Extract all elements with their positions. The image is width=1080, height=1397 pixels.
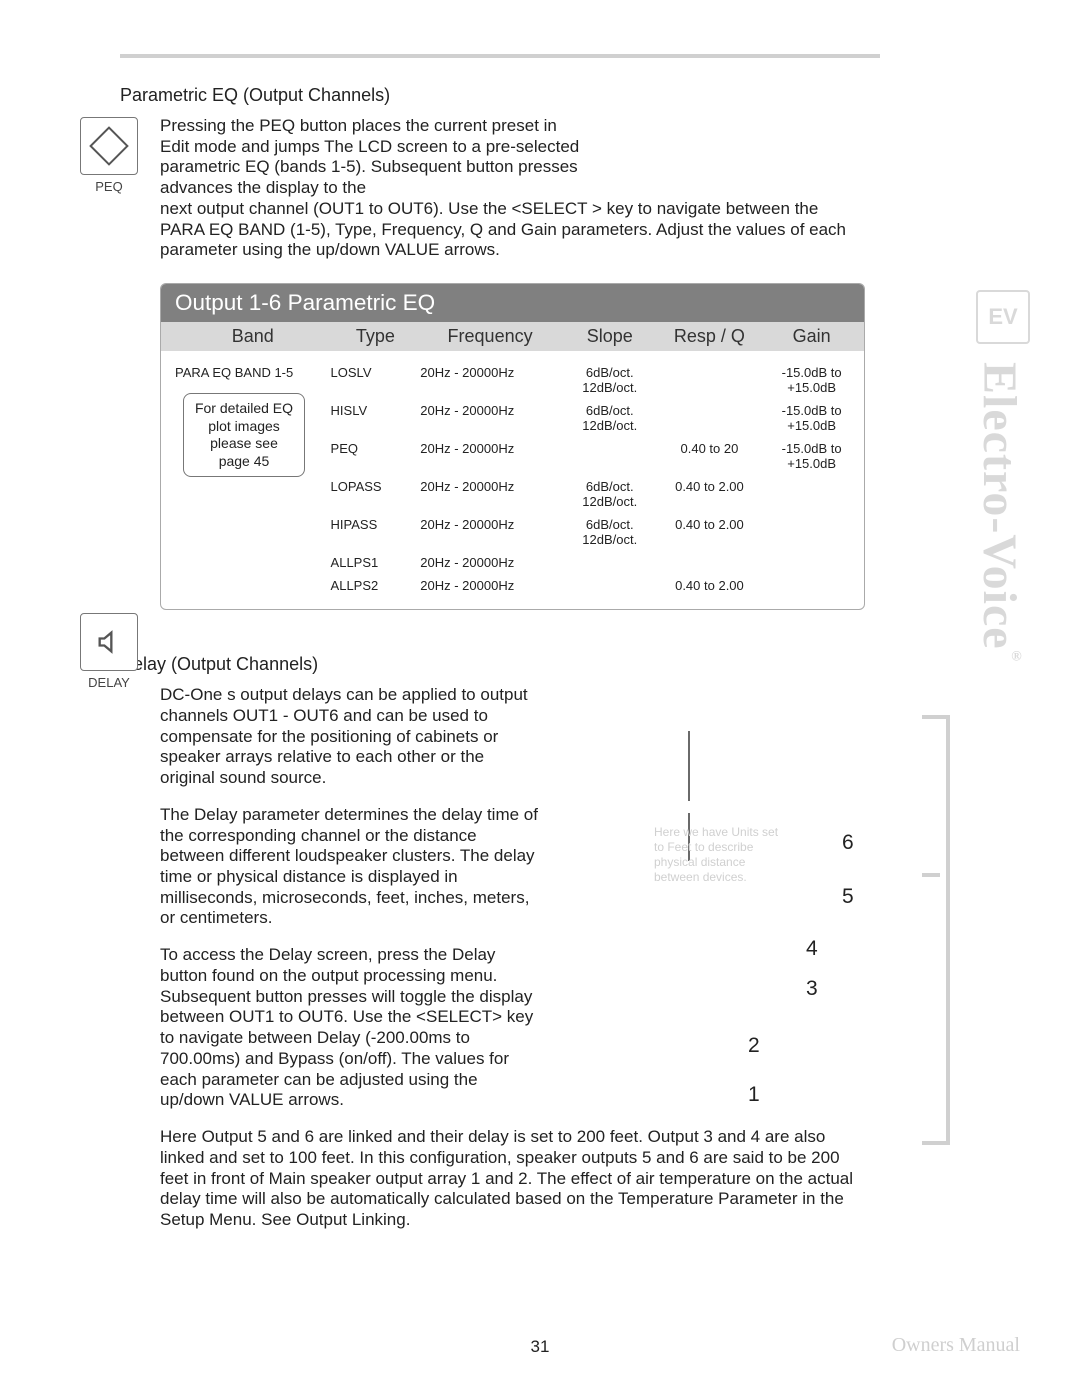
footer-owners-manual: Owners Manual [892, 1334, 1020, 1357]
brand-name: Electro-Voice® [972, 362, 1027, 666]
table-row: ALLPS120Hz - 20000Hz [161, 551, 864, 574]
peq-icon-block: PEQ [80, 117, 138, 194]
th-gain: Gain [759, 326, 864, 347]
diagram-vline-1 [688, 731, 690, 801]
diagram-tick-bottom [922, 1141, 940, 1145]
diagram-tick-mid [922, 873, 940, 877]
diagram-label: 1 [748, 1083, 760, 1107]
table-row: LOPASS20Hz - 20000Hz6dB/oct.12dB/oct.0.4… [161, 475, 864, 513]
peq-heading: Parametric EQ (Output Channels) [120, 85, 870, 106]
delay-p2: The Delay parameter determines the delay… [160, 805, 540, 929]
diagram-bar [940, 715, 950, 1145]
peq-body-1: Pressing the PEQ button places the curre… [160, 116, 580, 199]
peq-icon-box [80, 117, 138, 175]
diagram-label: 2 [748, 1034, 760, 1058]
ev-logo: EV [976, 290, 1030, 344]
diagram-label: 6 [842, 831, 854, 855]
top-rule [120, 54, 880, 58]
speaker-icon [95, 628, 123, 656]
delay-icon-caption: DELAY [80, 675, 138, 690]
th-slope: Slope [560, 326, 660, 347]
delay-icon-box [80, 613, 138, 671]
brand-name-text: Electro-Voice [973, 362, 1026, 650]
delay-p1: DC-One s output delays can be applied to… [160, 685, 540, 789]
peq-body-2: next output channel (OUT1 to OUT6). Use … [160, 199, 860, 261]
th-freq: Frequency [420, 326, 560, 347]
eq-table-title: Output 1-6 Parametric EQ [161, 284, 864, 322]
registered-mark: ® [1009, 650, 1024, 666]
diamond-icon [89, 126, 129, 166]
delay-heading: Delay (Output Channels) [120, 654, 870, 675]
delay-p3: To access the Delay screen, press the De… [160, 945, 540, 1111]
diagram-label: 4 [806, 937, 818, 961]
table-row: ALLPS220Hz - 20000Hz0.40 to 2.00 [161, 574, 864, 597]
eq-table: Output 1-6 Parametric EQ Band Type Frequ… [160, 283, 865, 610]
table-row: HIPASS20Hz - 20000Hz6dB/oct.12dB/oct.0.4… [161, 513, 864, 551]
peq-icon-caption: PEQ [80, 179, 138, 194]
diagram-label: 5 [842, 885, 854, 909]
delay-icon-block: DELAY [80, 613, 138, 690]
th-respq: Resp / Q [660, 326, 760, 347]
th-type: Type [331, 326, 421, 347]
eq-table-header-row: Band Type Frequency Slope Resp / Q Gain [161, 322, 864, 351]
delay-diagram: Here we have Units set to Feet to descri… [610, 715, 950, 1145]
th-band: Band [161, 326, 331, 347]
diagram-tick-top [922, 715, 940, 719]
eq-plot-callout: For detailed EQ plot images please see p… [183, 393, 305, 477]
eq-table-body: For detailed EQ plot images please see p… [161, 351, 864, 609]
diagram-label: 3 [806, 977, 818, 1001]
brand-rail: EV Electro-Voice® [972, 290, 1032, 980]
diagram-hint: Here we have Units set to Feet to descri… [654, 825, 784, 885]
